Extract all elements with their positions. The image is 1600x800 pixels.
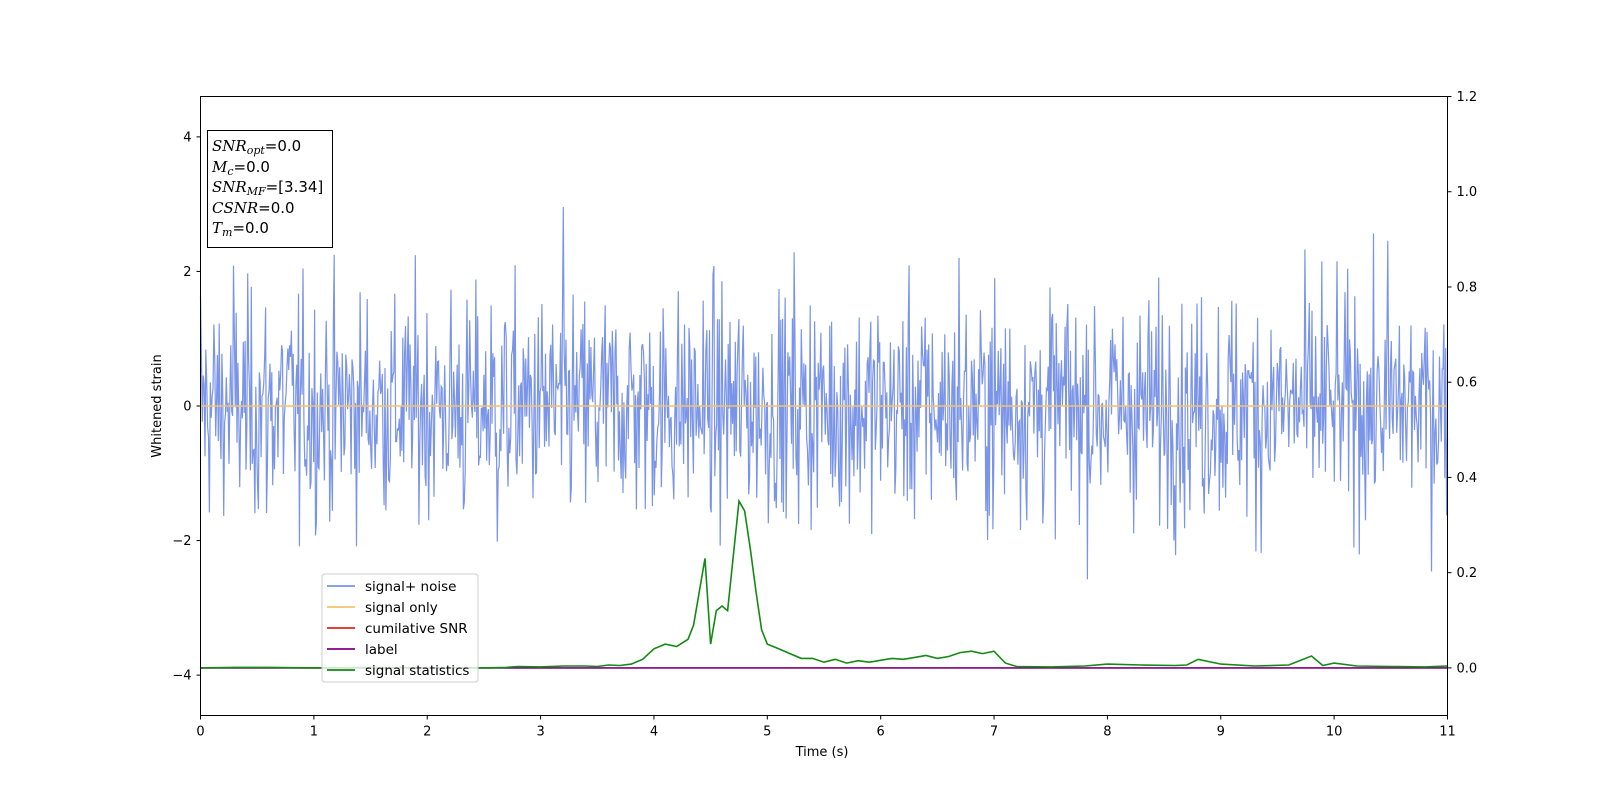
legend-label: cumilative SNR: [365, 621, 468, 637]
x-axis-title: Time (s): [795, 745, 849, 760]
x-tick-label: 4: [650, 725, 658, 740]
x-tick-label: 8: [1103, 725, 1111, 740]
y-right-tick-label: 1.0: [1457, 185, 1478, 200]
x-tick-label: 3: [536, 725, 544, 740]
x-tick-label: 1: [310, 725, 318, 740]
y-left-tick-label: −2: [172, 534, 191, 549]
x-tick-label: 10: [1326, 725, 1343, 740]
x-tick-label: 2: [423, 725, 431, 740]
y-axis-title: Whitened strain: [150, 354, 165, 457]
legend-label: signal statistics: [365, 663, 469, 679]
y-left-tick-label: 0: [183, 400, 191, 415]
y-right-tick-label: 0.6: [1457, 376, 1478, 391]
x-tick-label: 5: [763, 725, 771, 740]
x-tick-label: 9: [1217, 725, 1225, 740]
y-right-tick-label: 0.8: [1457, 280, 1478, 295]
x-tick-label: 6: [877, 725, 885, 740]
annotation-csnr: CSNR=0.0: [212, 198, 295, 217]
y-right-tick-label: 0.4: [1457, 471, 1478, 486]
legend: signal+ noise signal only cumilative SNR la…: [321, 573, 479, 683]
parameter-annotation-box: SNRopt=0.0 Mc=0.0 SNRMF=[3.34] CSNR=0.0 …: [207, 130, 333, 248]
y-axis-right: 0.0 0.2 0.4 0.6 0.8 1.0 1.2: [1447, 90, 1478, 676]
y-left-tick-label: −4: [172, 669, 191, 684]
legend-label: signal only: [365, 600, 438, 616]
annotation-chirp-mass: Mc=0.0: [212, 157, 270, 178]
y-axis-left: −4 −2 0 2 4: [172, 130, 201, 684]
annotation-snr-opt: SNRopt=0.0: [212, 137, 302, 157]
y-right-tick-label: 1.2: [1457, 90, 1478, 105]
x-tick-label: 7: [990, 725, 998, 740]
legend-label: signal+ noise: [365, 579, 456, 595]
signal-plus-noise-series: [199, 206, 1449, 580]
x-axis: 0 1 2 3 4 5 6 7 8 9 10 11: [196, 715, 1456, 740]
series-line-signal-statistics: [200, 498, 1448, 669]
y-left-tick-label: 2: [183, 265, 191, 280]
legend-label: label: [365, 642, 398, 658]
annotation-snr-mf: SNRMF=[3.34]: [212, 178, 324, 198]
x-tick-label: 11: [1439, 725, 1456, 740]
annotation-tm: Tm=0.0: [212, 219, 269, 239]
series-line-signal-plus-noise: [199, 206, 1449, 580]
legend-frame: [321, 573, 479, 683]
y-right-tick-label: 0.2: [1457, 566, 1478, 581]
y-left-tick-label: 4: [183, 130, 191, 145]
y-right-tick-label: 0.0: [1457, 661, 1478, 676]
x-tick-label: 0: [196, 725, 204, 740]
